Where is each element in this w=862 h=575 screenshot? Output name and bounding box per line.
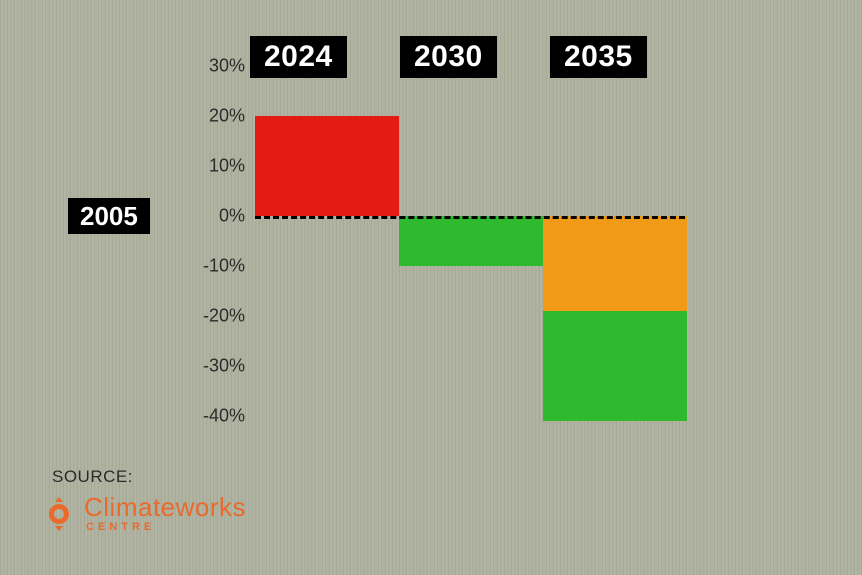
y-tick-label: 0% xyxy=(185,206,245,227)
y-tick-label: -40% xyxy=(185,406,245,427)
source-heading: SOURCE: xyxy=(52,467,133,487)
logo-text-sub: CENTRE xyxy=(86,522,246,533)
y-tick-label: -20% xyxy=(185,306,245,327)
logo-text-main: Climateworks xyxy=(84,494,246,520)
y-tick-label: -30% xyxy=(185,356,245,377)
y-tick-label: 30% xyxy=(185,56,245,77)
climateworks-logo-icon xyxy=(42,497,76,531)
year-header-2035: 2035 xyxy=(550,36,647,78)
y-tick-label: -10% xyxy=(185,256,245,277)
y-tick-label: 20% xyxy=(185,106,245,127)
year-header-2024: 2024 xyxy=(250,36,347,78)
y-tick-label: 10% xyxy=(185,156,245,177)
year-header-2030: 2030 xyxy=(400,36,497,78)
bar-segment xyxy=(543,311,687,421)
climateworks-logo: Climateworks CENTRE xyxy=(42,494,246,533)
bar-segment xyxy=(543,216,687,311)
bar-segment xyxy=(255,116,399,216)
baseline-year-label: 2005 xyxy=(68,198,150,234)
zero-baseline xyxy=(255,216,685,219)
emissions-bar-chart: 2005 30% 20% 10% 0% -10% -20% -30% -40% 2024 2030… xyxy=(0,0,862,575)
bar-segment xyxy=(399,216,543,266)
